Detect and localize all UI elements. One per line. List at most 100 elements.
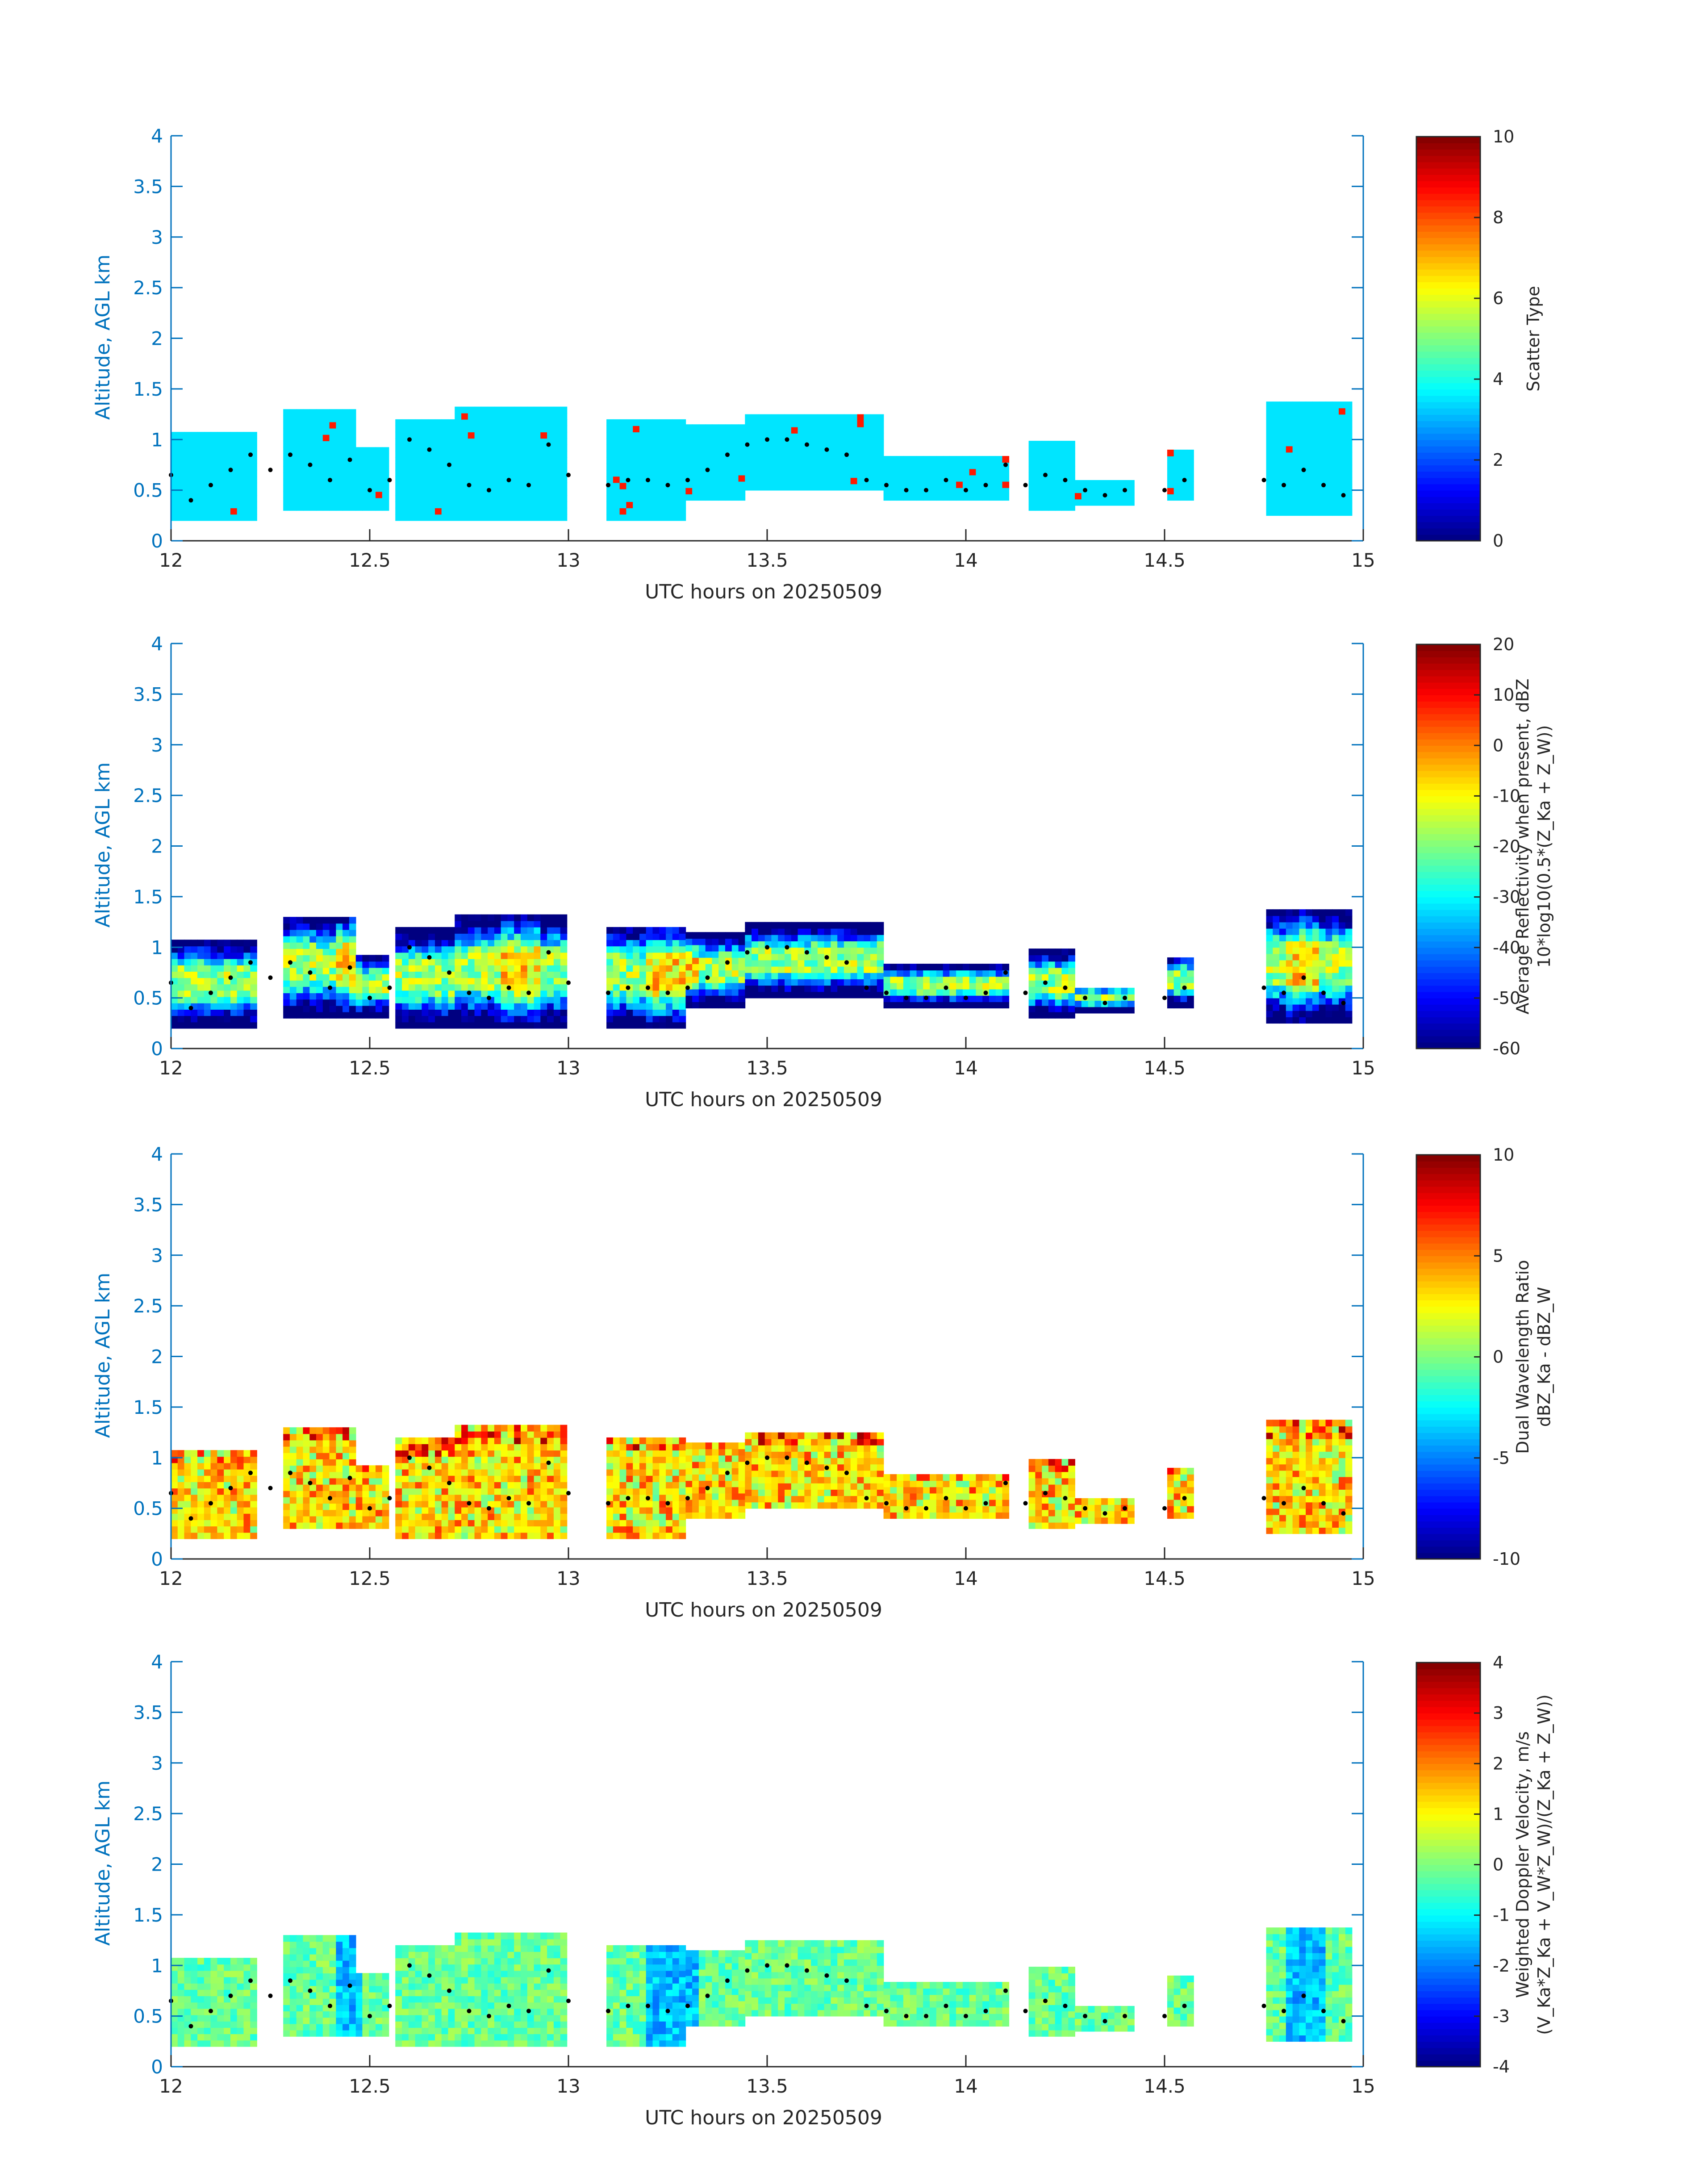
heatmap-cell bbox=[1061, 999, 1069, 1006]
heatmap-cell bbox=[237, 1532, 244, 1539]
heatmap-cell bbox=[210, 457, 218, 464]
heatmap-cell bbox=[184, 482, 192, 489]
heatmap-cell bbox=[619, 482, 627, 489]
heatmap-cell bbox=[507, 482, 515, 489]
heatmap-cell bbox=[422, 1526, 429, 1533]
heatmap-cell bbox=[1055, 961, 1062, 968]
heatmap-cell bbox=[659, 426, 666, 433]
heatmap-cell bbox=[771, 420, 778, 427]
heatmap-cell bbox=[224, 1469, 231, 1476]
heatmap-cell bbox=[1042, 967, 1049, 974]
heatmap-cell bbox=[1042, 466, 1049, 473]
cloud-base-dot bbox=[1043, 472, 1048, 477]
heatmap-cell bbox=[362, 1522, 369, 1529]
heatmap-cell bbox=[758, 477, 765, 485]
heatmap-cell bbox=[329, 1465, 337, 1472]
heatmap-cell bbox=[1339, 947, 1346, 954]
heatmap-cell bbox=[455, 933, 462, 940]
heatmap-cell bbox=[804, 477, 811, 485]
heatmap-cell bbox=[837, 979, 844, 986]
heatmap-cell bbox=[204, 996, 211, 1003]
heatmap-cell bbox=[1332, 401, 1339, 409]
heatmap-cell bbox=[837, 966, 844, 973]
heatmap-cell bbox=[395, 1469, 402, 1476]
heatmap-cell bbox=[633, 489, 640, 496]
heatmap-cell bbox=[1180, 456, 1187, 463]
heatmap-cell bbox=[1107, 1000, 1115, 1007]
heatmap-cell bbox=[725, 944, 732, 952]
heatmap-cell bbox=[210, 1494, 218, 1501]
heatmap-cell bbox=[481, 1526, 488, 1533]
heatmap-cell bbox=[692, 481, 699, 488]
heatmap-cell bbox=[540, 1015, 547, 1023]
heatmap-cell bbox=[962, 456, 970, 463]
heatmap-cell bbox=[322, 1459, 330, 1466]
heatmap-cell bbox=[237, 464, 244, 471]
heatmap-cell bbox=[685, 995, 693, 1002]
heatmap-cell bbox=[422, 426, 429, 433]
heatmap-cell bbox=[1339, 1017, 1346, 1024]
heatmap-cell bbox=[303, 1484, 310, 1491]
heatmap-cell bbox=[527, 1488, 535, 1495]
heatmap-cell bbox=[177, 476, 185, 483]
heatmap-cell bbox=[864, 439, 871, 447]
heatmap-cell bbox=[217, 1482, 224, 1489]
heatmap-cell bbox=[204, 958, 211, 965]
heatmap-cell bbox=[488, 419, 495, 426]
heatmap-cell bbox=[369, 504, 376, 511]
heatmap-cell bbox=[303, 1440, 310, 1447]
heatmap-cell bbox=[1339, 503, 1346, 510]
heatmap-cell bbox=[402, 1015, 409, 1023]
heatmap-cell bbox=[408, 482, 416, 489]
heatmap-cell bbox=[1345, 915, 1353, 923]
colorbar-band bbox=[1416, 1011, 1480, 1018]
heatmap-cell bbox=[296, 428, 304, 435]
heatmap-cell bbox=[501, 940, 508, 947]
heatmap-cell bbox=[177, 1469, 185, 1476]
colorbar-label: Scatter Type bbox=[1524, 286, 1543, 391]
heatmap-cell bbox=[718, 982, 726, 990]
heatmap-cell bbox=[1187, 976, 1194, 983]
heatmap-cell bbox=[1325, 934, 1333, 941]
heatmap-cell bbox=[553, 413, 561, 420]
heatmap-cell bbox=[435, 457, 442, 464]
heatmap-cell bbox=[758, 446, 765, 453]
colorbar-band bbox=[1416, 1023, 1480, 1030]
heatmap-cell bbox=[553, 470, 561, 477]
heatmap-cell bbox=[204, 1009, 211, 1016]
heatmap-cell bbox=[619, 426, 627, 433]
heatmap-cell bbox=[527, 426, 535, 433]
heatmap-cell bbox=[936, 462, 944, 469]
heatmap-cell bbox=[481, 470, 488, 477]
heatmap-cell bbox=[639, 457, 647, 464]
heatmap-cell bbox=[949, 964, 956, 971]
heatmap-cell bbox=[718, 488, 726, 494]
heatmap-cell bbox=[982, 976, 990, 983]
heatmap-cell bbox=[415, 1475, 422, 1482]
heatmap-cell bbox=[1266, 477, 1274, 485]
heatmap-cell bbox=[758, 991, 765, 999]
heatmap-cell bbox=[402, 971, 409, 978]
heatmap-cell bbox=[441, 426, 449, 433]
heatmap-cell bbox=[402, 978, 409, 985]
heatmap-cell bbox=[1128, 499, 1135, 506]
heatmap-cell bbox=[745, 941, 752, 948]
heatmap-cell bbox=[619, 933, 627, 940]
heatmap-cell bbox=[461, 914, 468, 921]
heatmap-cell bbox=[322, 999, 330, 1006]
heatmap-cell bbox=[494, 501, 501, 509]
heatmap-cell bbox=[534, 495, 541, 502]
heatmap-cell bbox=[283, 986, 290, 994]
heatmap-cell bbox=[811, 464, 818, 472]
heatmap-cell bbox=[171, 1494, 178, 1501]
heatmap-cell bbox=[422, 457, 429, 464]
heatmap-cell bbox=[936, 1002, 944, 1009]
heatmap-cell bbox=[679, 470, 686, 477]
colorbar-band bbox=[1416, 238, 1480, 245]
heatmap-cell bbox=[402, 1507, 409, 1514]
heatmap-cell bbox=[897, 1002, 904, 1009]
cloud-base-dot bbox=[347, 965, 352, 970]
heatmap-cell bbox=[329, 999, 337, 1006]
heatmap-cell bbox=[534, 1022, 541, 1029]
